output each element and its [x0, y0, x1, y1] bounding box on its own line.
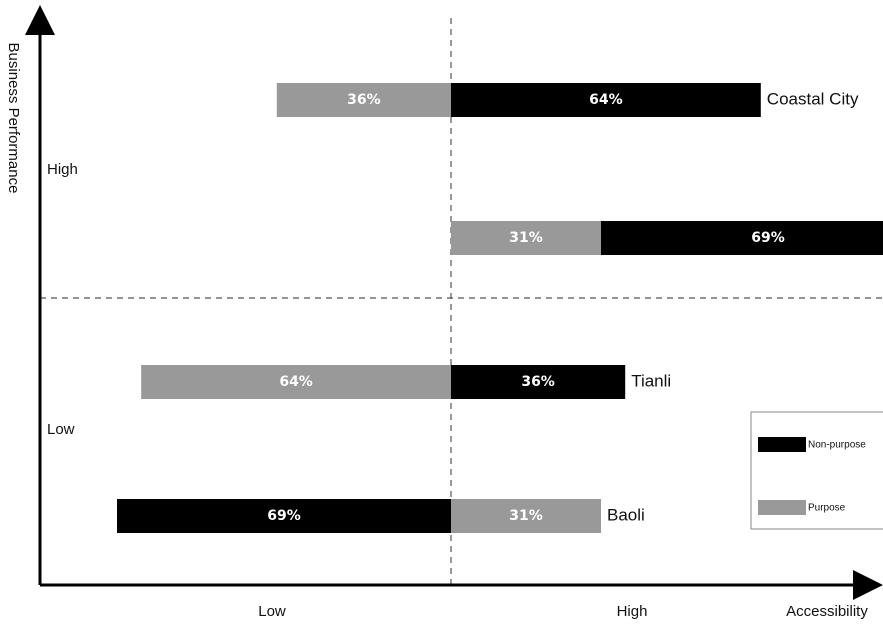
bar-segment-label-2-0: 64%: [279, 374, 313, 390]
bar-segment-3-1: [451, 499, 601, 533]
bar-segment-label-3-0: 69%: [267, 508, 301, 524]
bar-segment-1-0: [451, 221, 601, 255]
bar-segment-label-0-0: 36%: [347, 92, 381, 108]
bar-segment-2-0: [141, 365, 451, 399]
bar-segment-label-0-1: 64%: [589, 92, 623, 108]
x-axis-title: Accessibility: [786, 603, 868, 620]
bar-segment-0-0: [276, 83, 451, 117]
x-tick-label-low: Low: [258, 603, 286, 620]
x-tick-label-high: High: [617, 603, 648, 620]
bar-segment-1-1: [601, 221, 883, 255]
bar-segment-label-2-1: 36%: [521, 374, 555, 390]
bar-segment-label-3-1: 31%: [509, 508, 543, 524]
bar-segment-label-1-1: 69%: [751, 230, 785, 246]
legend-swatch-purpose: [758, 500, 806, 515]
bar-segment-2-1: [451, 365, 626, 399]
y-tick-label-high: High: [47, 161, 78, 178]
bar-segment-0-1: [451, 83, 761, 117]
legend: Non-purpose Purpose: [750, 411, 883, 530]
legend-swatch-non-purpose: [758, 437, 806, 452]
bar-category-label-3: Baoli: [607, 505, 645, 524]
bar-segment-label-1-0: 31%: [509, 230, 543, 246]
legend-label-purpose: Purpose: [808, 503, 846, 514]
bar-segment-3-0: [117, 499, 451, 533]
y-axis-title: Business Performance: [5, 43, 22, 194]
bar-category-label-2: Tianli: [631, 371, 671, 390]
legend-label-non-purpose: Non-purpose: [808, 440, 866, 451]
bar-category-label-0: Coastal City: [767, 89, 859, 108]
y-tick-label-low: Low: [47, 421, 75, 438]
